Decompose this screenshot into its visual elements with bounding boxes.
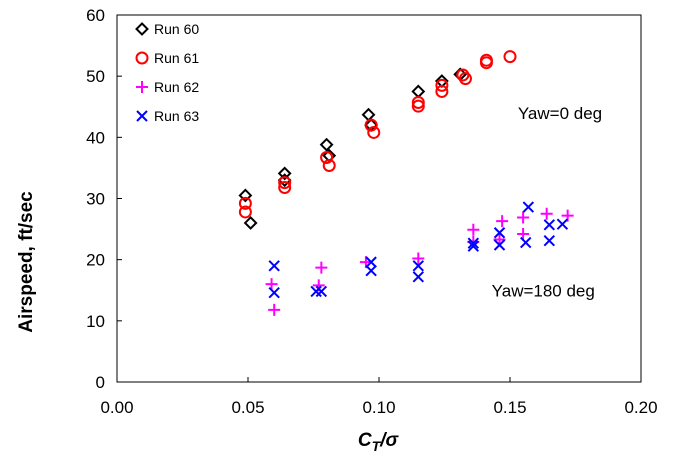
data-point-run-61 [320, 151, 334, 165]
data-point-run-62 [540, 207, 553, 220]
data-point-run-63 [315, 285, 328, 298]
data-point-run-63 [268, 286, 280, 299]
data-marks [238, 50, 574, 316]
legend-label-run-60: Run 60 [154, 21, 199, 37]
data-point-run-61 [278, 176, 292, 190]
y-tick-label: 30 [86, 190, 105, 209]
legend: Run 60 Run 61 Run 62 Run 63 [135, 21, 199, 124]
data-point-run-63 [543, 219, 556, 231]
data-point-run-63 [522, 201, 535, 213]
data-point-run-62 [315, 261, 328, 274]
axes: 0.00 0.05 0.10 0.15 0.20 0 10 20 30 40 50 60 [86, 6, 657, 417]
plot-frame [116, 14, 642, 383]
y-tick-label: 0 [96, 373, 105, 392]
legend-marker-run-63 [136, 110, 148, 122]
data-point-run-61 [364, 118, 378, 132]
data-point-run-61 [503, 50, 517, 64]
data-point-run-62 [493, 233, 506, 246]
data-point-run-63 [493, 227, 506, 239]
data-point-run-63 [493, 239, 506, 251]
data-point-run-63 [556, 218, 569, 230]
data-point-run-62 [467, 223, 480, 236]
data-point-run-62 [268, 303, 281, 316]
data-point-run-60 [319, 137, 334, 152]
data-point-run-61 [458, 72, 472, 86]
legend-marker-run-60 [135, 22, 149, 36]
data-point-run-61 [278, 180, 292, 194]
data-point-run-60 [361, 107, 376, 122]
data-point-run-60 [277, 166, 292, 181]
annotation: Yaw=0 deg [518, 104, 602, 123]
x-tick-label: 0.10 [362, 398, 395, 417]
data-point-run-63 [412, 260, 425, 272]
annotation: Yaw=180 deg [492, 281, 595, 300]
data-point-run-61 [238, 205, 252, 219]
data-point-run-63 [310, 285, 322, 298]
x-tick-label: 0.15 [493, 398, 526, 417]
data-point-run-60 [322, 148, 337, 163]
data-point-run-63 [467, 237, 480, 249]
data-point-run-63 [365, 256, 377, 268]
data-point-run-62 [265, 278, 278, 291]
data-point-run-60 [238, 188, 253, 203]
x-tick-label: 0.20 [624, 398, 657, 417]
data-point-run-61 [322, 158, 336, 172]
data-point-run-61 [435, 84, 449, 98]
data-point-run-63 [268, 260, 280, 272]
y-tick-label: 20 [86, 251, 105, 270]
x-tick-label: 0.00 [100, 398, 133, 417]
y-tick-label: 40 [86, 128, 105, 147]
data-point-run-63 [543, 234, 556, 247]
data-point-run-61 [411, 95, 425, 109]
data-point-run-61 [435, 78, 449, 92]
x-axis-label: CT/σ [358, 430, 400, 454]
data-point-run-60 [243, 216, 258, 230]
data-point-run-63 [412, 271, 425, 283]
data-point-run-61 [367, 125, 381, 139]
data-point-run-62 [412, 252, 425, 265]
annotations: Yaw=0 deg Yaw=180 deg [492, 104, 602, 300]
series-run-63 [268, 201, 569, 299]
data-point-run-61 [479, 56, 493, 70]
data-point-run-62 [496, 215, 509, 228]
y-axis-label: Airspeed, ft/sec [16, 191, 37, 333]
data-point-run-61 [411, 99, 425, 113]
series-run-61 [238, 50, 517, 219]
y-tick-label: 60 [86, 6, 105, 25]
y-tick-label: 10 [86, 312, 105, 331]
legend-marker-run-61 [135, 51, 149, 65]
data-point-run-61 [238, 196, 252, 210]
y-tick-label: 50 [86, 67, 105, 86]
data-point-run-62 [517, 211, 530, 224]
data-point-run-63 [467, 240, 480, 252]
series-run-60 [238, 67, 468, 230]
data-point-run-62 [517, 227, 530, 240]
data-point-run-60 [411, 84, 426, 99]
data-point-run-63 [365, 264, 377, 277]
legend-label-run-63: Run 63 [154, 108, 199, 124]
legend-label-run-62: Run 62 [154, 79, 199, 95]
data-point-run-63 [520, 236, 532, 249]
x-tick-label: 0.05 [231, 398, 264, 417]
legend-marker-run-62 [136, 81, 148, 93]
legend-label-run-61: Run 61 [154, 50, 199, 66]
